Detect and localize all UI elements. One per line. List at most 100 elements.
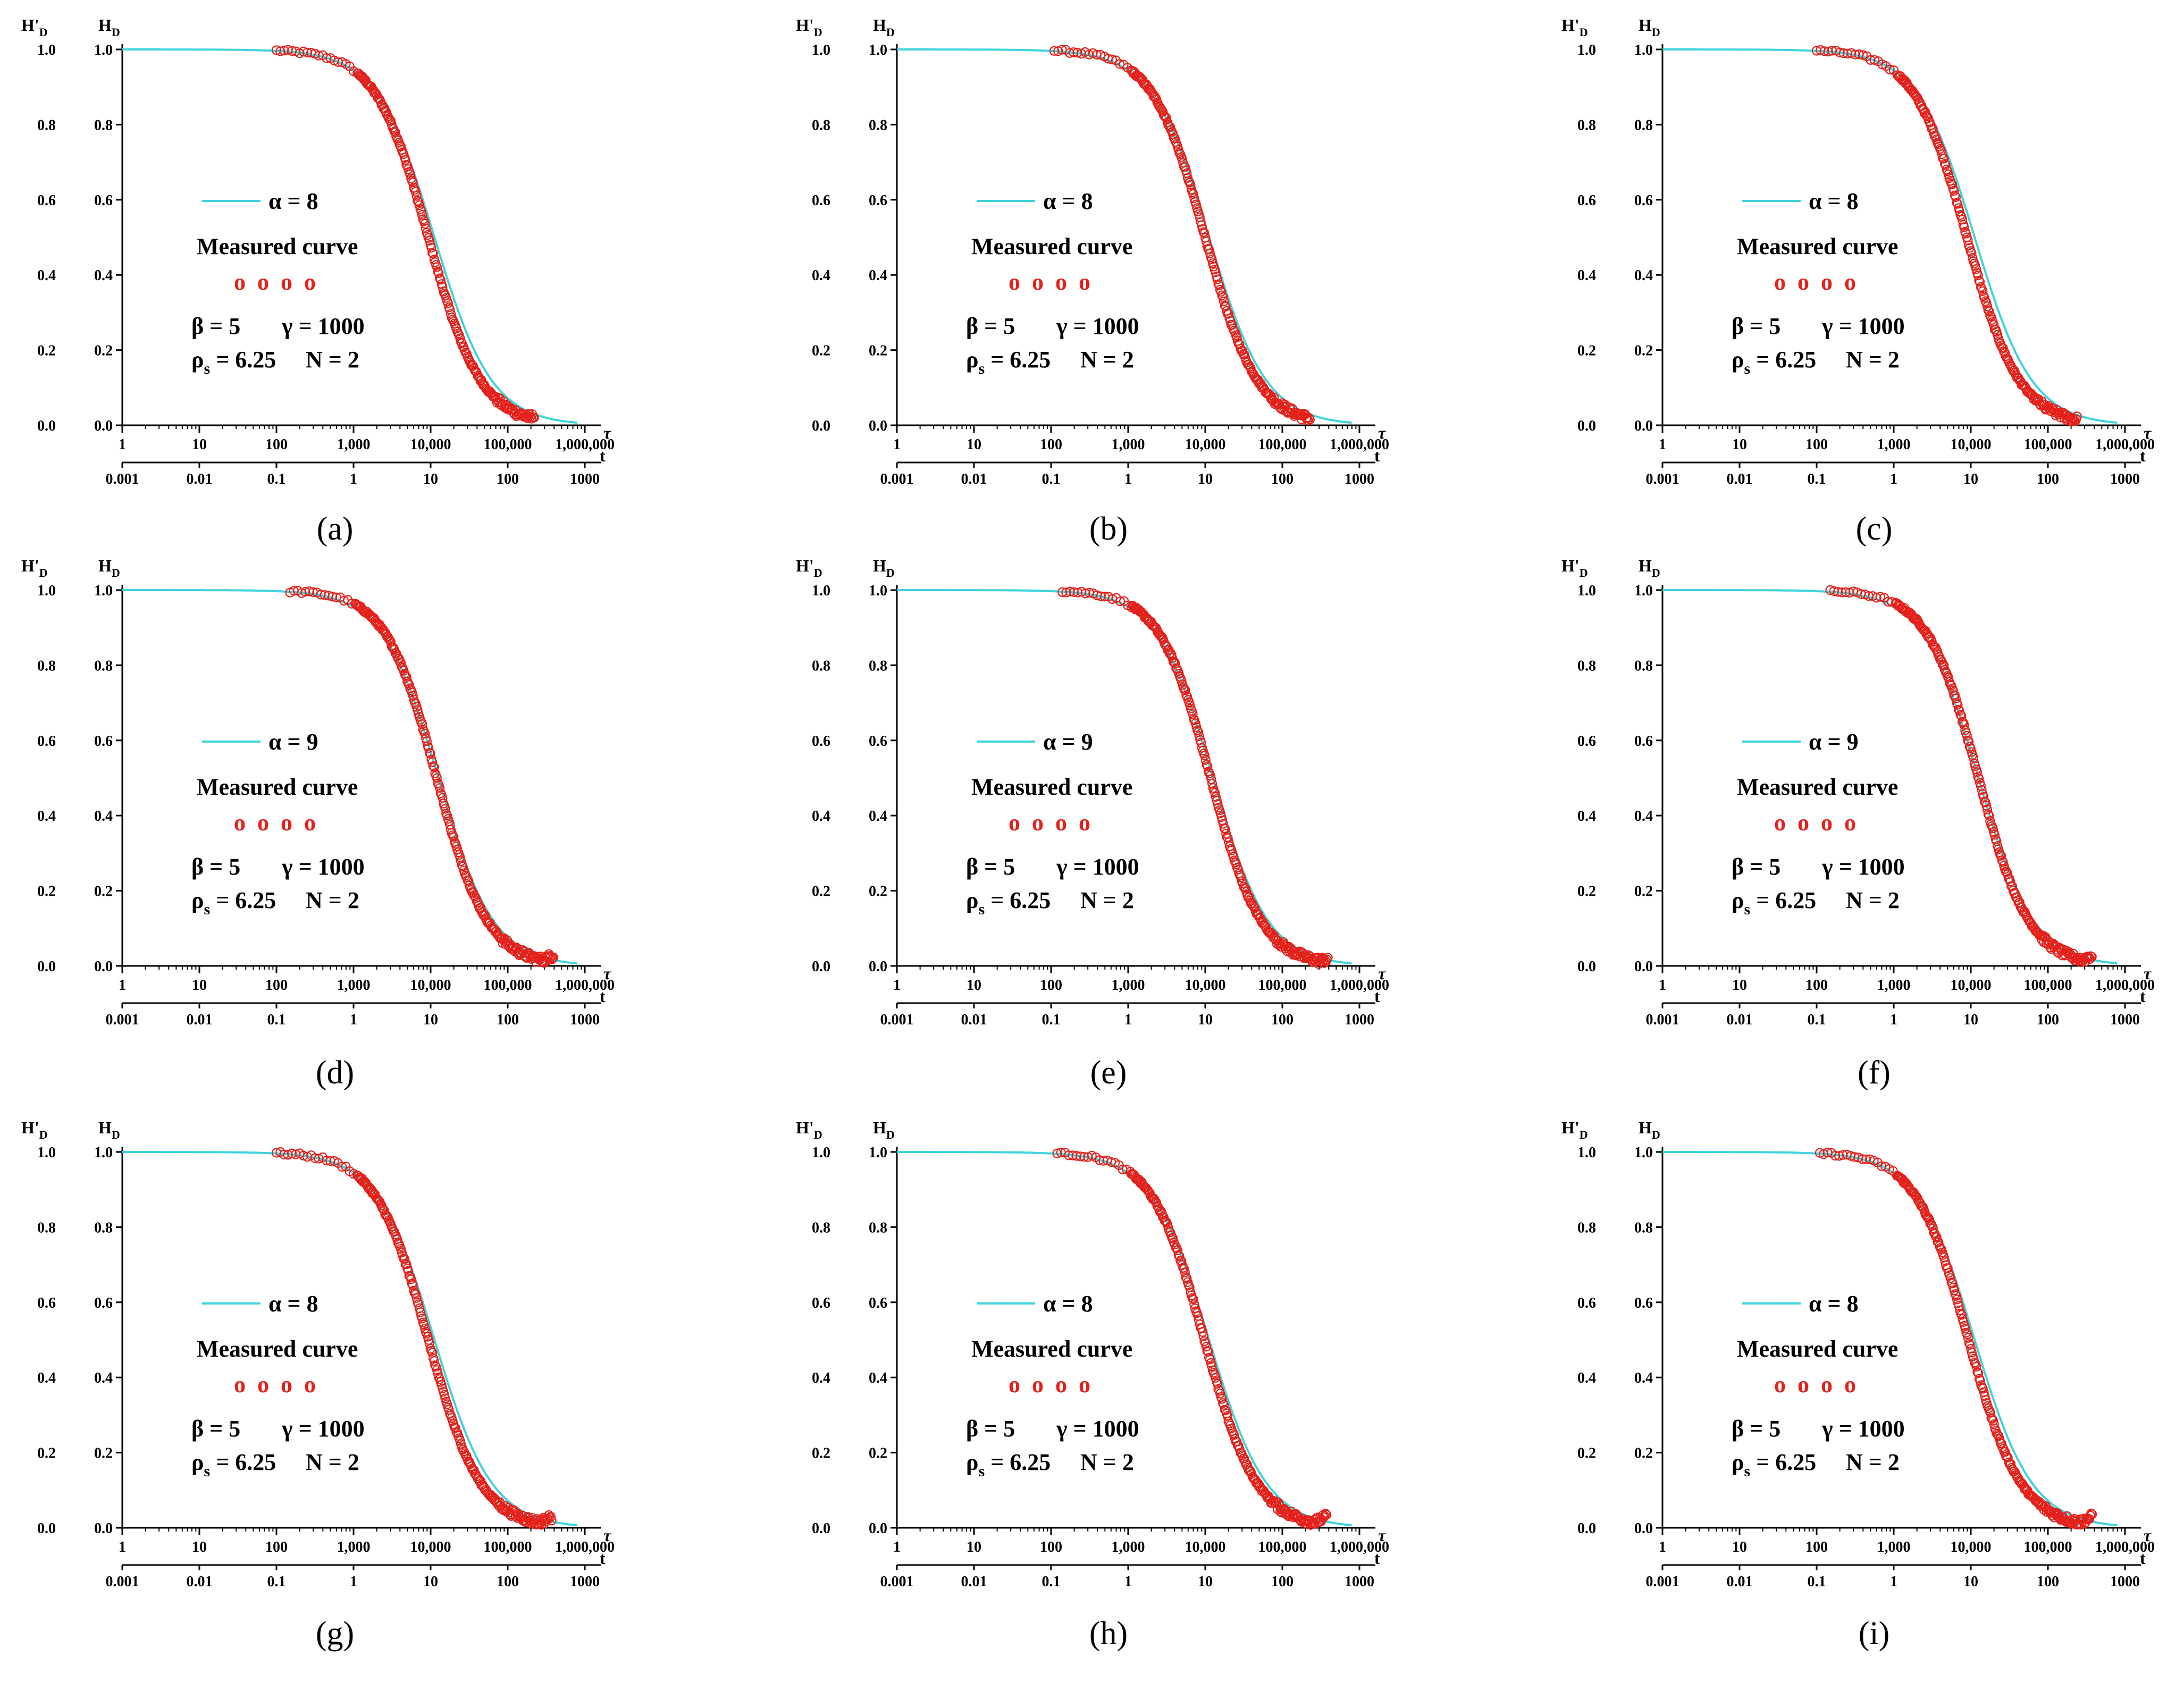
measured-point <box>401 672 411 682</box>
measured-point <box>410 187 421 197</box>
measured-point <box>432 262 442 272</box>
measured-series <box>1052 1147 1332 1530</box>
legend-measured-label: Measured curve <box>1737 1336 1898 1362</box>
t-tick-label: 1 <box>350 1574 357 1590</box>
legend-fit-label: α = 8 <box>1809 188 1859 214</box>
y-tick-label-right: 0.0 <box>1634 1520 1653 1537</box>
measured-point <box>1227 845 1237 856</box>
y-tick-label-right: 0.4 <box>1634 1370 1653 1386</box>
y-tick-label-left: 0.4 <box>37 1370 56 1386</box>
measured-point <box>424 748 435 758</box>
measured-point <box>1207 779 1217 789</box>
measured-point <box>1975 276 1985 287</box>
y-tick-label-right: 0.8 <box>1634 117 1653 133</box>
y-tick-label-right: 0.2 <box>869 884 887 900</box>
y-tick-label-right: 0.2 <box>94 1445 113 1462</box>
legend-measured-symbols: o o o o <box>1009 269 1090 295</box>
y-axis-label-right-sub: D <box>1652 1128 1660 1141</box>
measured-point <box>424 1339 435 1349</box>
t-tick-label: 10 <box>423 1574 438 1590</box>
measured-point <box>1971 264 1981 274</box>
measured-point <box>440 804 450 814</box>
tau-tick-label: 10 <box>192 977 207 994</box>
y-tick-label-left: 0.8 <box>812 117 830 133</box>
measured-point <box>1223 309 1233 319</box>
y-tick-label-right: 0.6 <box>869 1295 887 1311</box>
legend-rho-value: = 6.25 <box>1750 1449 1816 1475</box>
y-tick-label-right: 0.4 <box>94 808 113 825</box>
measured-point <box>1951 192 1961 202</box>
measured-point <box>1180 1267 1190 1277</box>
measured-point <box>1177 676 1187 686</box>
measured-point <box>1961 229 1971 239</box>
y-axis-label-right-sub: D <box>112 566 120 579</box>
measured-point <box>529 413 539 423</box>
measured-point <box>443 298 453 308</box>
legend-rho-value: = 6.25 <box>1750 887 1816 913</box>
measured-point <box>1188 709 1198 719</box>
y-tick-label-right: 1.0 <box>869 1145 887 1161</box>
measured-point <box>1198 227 1208 237</box>
legend-rho-value: = 6.25 <box>210 347 276 373</box>
measured-point <box>310 1153 320 1163</box>
y-axis-label-right-sub: D <box>886 566 895 579</box>
t-tick-label: 0.001 <box>880 1012 914 1028</box>
measured-point <box>1205 248 1215 258</box>
y-tick-label-left: 1.0 <box>1577 583 1596 599</box>
y-axis-label-left-main: H' <box>1561 15 1580 35</box>
measured-point <box>1191 199 1201 209</box>
measured-point <box>2068 413 2078 424</box>
panel-a: 0.0 0.00.2 0.20.4 0.40.6 0.60.8 0.81.0 1.0H'D H… <box>21 15 615 547</box>
y-tick-label-left: 0.8 <box>37 1219 56 1236</box>
legend-rho-sub: s <box>1744 901 1751 918</box>
tau-tick-label: 10 <box>967 436 981 453</box>
measured-point <box>1980 296 1990 306</box>
y-tick-label-left: 0.6 <box>37 192 56 209</box>
measured-point <box>503 405 514 415</box>
y-axis-label-left: H'D <box>796 15 822 39</box>
t-tick-label: 100 <box>1271 471 1293 487</box>
t-axis-label: t <box>2140 1549 2146 1568</box>
y-tick-label-right: 0.2 <box>1634 343 1653 359</box>
tau-tick-label: 100 <box>1805 1539 1828 1555</box>
measured-point <box>458 861 468 872</box>
measured-point <box>419 1319 429 1330</box>
panel-g: 0.0 0.00.2 0.20.4 0.40.6 0.60.8 0.81.0 1.0H'D H… <box>21 1118 615 1652</box>
y-axis-label-right: HD <box>98 1118 120 1141</box>
measured-point <box>2072 411 2082 422</box>
tau-tick-label: 10 <box>1732 977 1747 994</box>
tau-tick-label: 100,000 <box>484 977 532 994</box>
t-tick-label: 0.1 <box>267 471 286 487</box>
t-tick-label: 0.001 <box>106 471 139 487</box>
measured-point <box>1198 1331 1208 1341</box>
legend-rho-sub: s <box>979 901 985 918</box>
measured-point <box>429 1356 439 1366</box>
measured-point <box>1242 1459 1252 1469</box>
t-tick-label: 0.01 <box>1727 1012 1753 1028</box>
tau-tick-label: 1 <box>1659 436 1666 453</box>
panel-caption: (c) <box>1856 511 1893 547</box>
measured-point <box>547 954 557 965</box>
t-tick-label: 1000 <box>2110 471 2140 487</box>
fit-curve-line <box>1662 1151 2118 1527</box>
measured-point <box>1972 767 1982 777</box>
measured-point <box>1200 755 1211 765</box>
t-tick-label: 1 <box>1124 1574 1132 1590</box>
legend-beta: β = 5 <box>1732 313 1780 339</box>
legend-N: N = 2 <box>1846 347 1900 373</box>
legend-rho: ρs = 6.25 <box>966 347 1051 377</box>
measured-point <box>1996 851 2006 861</box>
measured-point <box>1869 55 1879 65</box>
tau-tick-label: 100,000 <box>1258 1539 1307 1555</box>
y-axis-label-left: H'D <box>1561 556 1588 579</box>
y-axis-label-left-sub: D <box>1580 566 1588 579</box>
y-tick-label-right: 0.4 <box>94 267 113 284</box>
legend-rho-value: = 6.25 <box>1750 347 1816 373</box>
measured-point <box>434 783 445 793</box>
y-tick-label-right: 0.4 <box>1634 267 1653 284</box>
tau-tick-label: 1,000,000 <box>1330 436 1389 453</box>
y-tick-label-left: 0.2 <box>37 343 56 359</box>
measured-point <box>1943 1263 1953 1273</box>
measured-point <box>1815 1148 1825 1158</box>
measured-point <box>1323 953 1333 963</box>
